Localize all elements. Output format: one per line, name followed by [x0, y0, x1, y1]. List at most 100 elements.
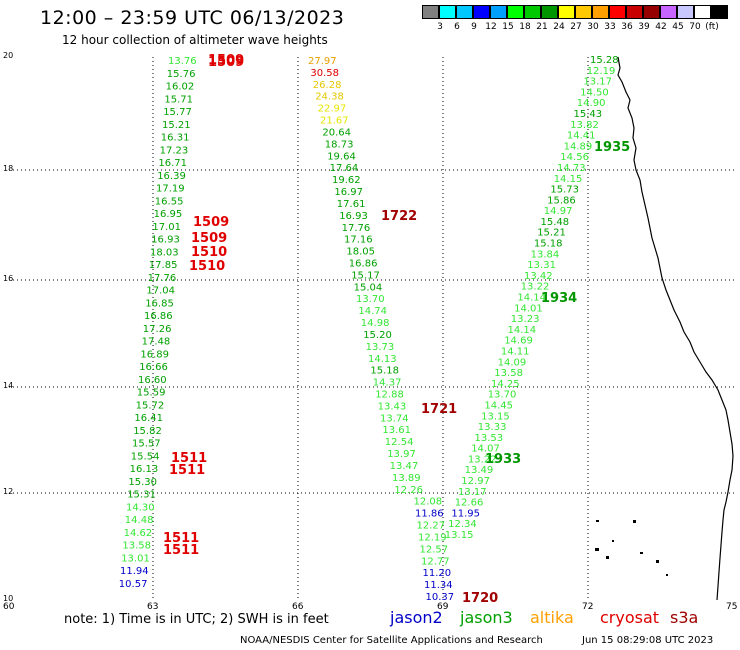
legend-swatch	[422, 5, 439, 19]
wave-height-label: 13.17	[458, 487, 487, 498]
pass-time-label: 1934	[541, 291, 577, 306]
pass-time-label: 1511	[163, 543, 199, 558]
satellite-name: jason2	[390, 608, 443, 627]
legend-label: 12	[485, 22, 497, 32]
wave-height-label: 15.86	[547, 195, 576, 206]
wave-height-label: 16.93	[151, 235, 180, 246]
wave-height-label: 16.97	[334, 187, 363, 198]
x-tick-label: 66	[292, 602, 304, 612]
legend-swatch	[558, 5, 575, 19]
wave-height-label: 13.33	[478, 422, 507, 433]
legend-swatch	[711, 5, 728, 19]
grid-lines	[9, 57, 734, 600]
wave-height-label: 14.07	[471, 444, 500, 455]
legend-swatch	[490, 5, 507, 19]
satellite-name: jason3	[460, 608, 513, 627]
map-subtitle: 12 hour collection of altimeter wave hei…	[62, 33, 328, 47]
wave-height-label: 13.89	[392, 473, 421, 484]
wave-height-label: 15.73	[550, 185, 579, 196]
wave-height-label: 14.90	[577, 98, 606, 109]
wave-height-label: 13.47	[390, 461, 419, 472]
wave-height-label: 12.77	[421, 556, 450, 567]
wave-height-label: 14.01	[514, 303, 543, 314]
wave-height-label: 15.18	[370, 366, 399, 377]
legend-swatch	[541, 5, 558, 19]
wave-height-label: 17.04	[146, 286, 175, 297]
pass-time-label: 1510	[189, 259, 225, 274]
legend-label: 3	[437, 22, 443, 32]
wave-height-label: 12.88	[375, 390, 404, 401]
wave-height-label: 16.89	[140, 349, 169, 360]
pass-time-label: 1509	[208, 53, 244, 68]
wave-height-label: 17.76	[342, 223, 371, 234]
wave-height-label: 13.43	[378, 401, 407, 412]
wave-height-label: 14.62	[124, 528, 153, 539]
wave-height-label: 13.70	[488, 390, 517, 401]
pass-time-label: 1722	[381, 209, 417, 224]
legend-label: (ft)	[705, 22, 719, 32]
wave-height-label: 14.56	[560, 152, 589, 163]
wave-height-label: 13.42	[524, 271, 553, 282]
pass-time-label: 1935	[594, 140, 630, 155]
wave-height-label: 22.97	[318, 104, 347, 115]
y-tick-label: 12	[3, 487, 14, 496]
wave-height-label: 10.37	[426, 592, 455, 603]
pass-time-label: 1511	[169, 463, 205, 478]
y-tick-label: 14	[3, 381, 14, 390]
wave-height-label: 12.26	[394, 485, 423, 496]
legend-swatch	[592, 5, 609, 19]
legend-label: 42	[655, 22, 667, 32]
wave-height-label: 10.57	[119, 579, 148, 590]
wave-height-label: 16.93	[339, 211, 368, 222]
wave-height-label: 12.54	[385, 437, 414, 448]
island-marks	[595, 520, 668, 576]
wave-height-label: 13.58	[122, 541, 151, 552]
wave-height-label: 19.64	[327, 151, 356, 162]
wave-height-label: 12.08	[414, 497, 443, 508]
x-tick-label: 75	[726, 602, 738, 612]
legend-label: 39	[638, 22, 650, 32]
legend-label: 21	[536, 22, 548, 32]
wave-height-label: 16.41	[134, 413, 163, 424]
wave-height-label: 14.45	[484, 400, 513, 411]
wave-height-label: 17.26	[143, 324, 172, 335]
y-tick-label: 18	[3, 164, 14, 173]
wave-height-label: 18.73	[325, 139, 354, 150]
wave-height-label: 16.66	[139, 362, 168, 373]
wave-height-label: 14.74	[358, 306, 387, 317]
wave-height-label: 17.61	[337, 199, 366, 210]
wave-height-label: 27.97	[308, 56, 337, 67]
wave-height-label: 26.28	[313, 80, 342, 91]
pass-time-label: 1511	[171, 451, 207, 466]
wave-height-label: 14.41	[567, 131, 596, 142]
wave-height-label: 21.67	[320, 116, 349, 127]
wave-height-label: 14.98	[361, 318, 390, 329]
wave-height-label: 15.21	[537, 228, 566, 239]
wave-height-label: 17.85	[149, 260, 178, 271]
x-tick-label: 69	[437, 602, 449, 612]
pass-time-label: 1721	[421, 402, 457, 417]
legend-swatch	[456, 5, 473, 19]
wave-height-label: 14.30	[126, 502, 155, 513]
x-tick-label: 63	[147, 602, 159, 612]
wave-height-label: 12.57	[420, 544, 449, 555]
legend-swatch	[626, 5, 643, 19]
legend-label: 30	[587, 22, 599, 32]
y-tick-label: 16	[3, 274, 14, 283]
legend-label: 9	[471, 22, 477, 32]
wave-height-label: 14.48	[125, 515, 154, 526]
wave-height-label: 12.27	[417, 521, 446, 532]
legend-label: 18	[519, 22, 531, 32]
pass-time-label: 1511	[163, 531, 199, 546]
legend-label: 15	[502, 22, 514, 32]
wave-height-label: 13.17	[583, 77, 612, 88]
wave-height-label: 13.31	[527, 260, 556, 271]
satellite-name: altika	[530, 608, 574, 627]
wave-height-label: 13.15	[445, 530, 474, 541]
wave-height-label: 15.77	[163, 107, 192, 118]
wave-height-label: 11.86	[415, 509, 444, 520]
credit-text: NOAA/NESDIS Center for Satellite Applica…	[240, 635, 543, 646]
pass-time-label: 1720	[462, 591, 498, 606]
wave-height-label: 15.82	[133, 426, 162, 437]
